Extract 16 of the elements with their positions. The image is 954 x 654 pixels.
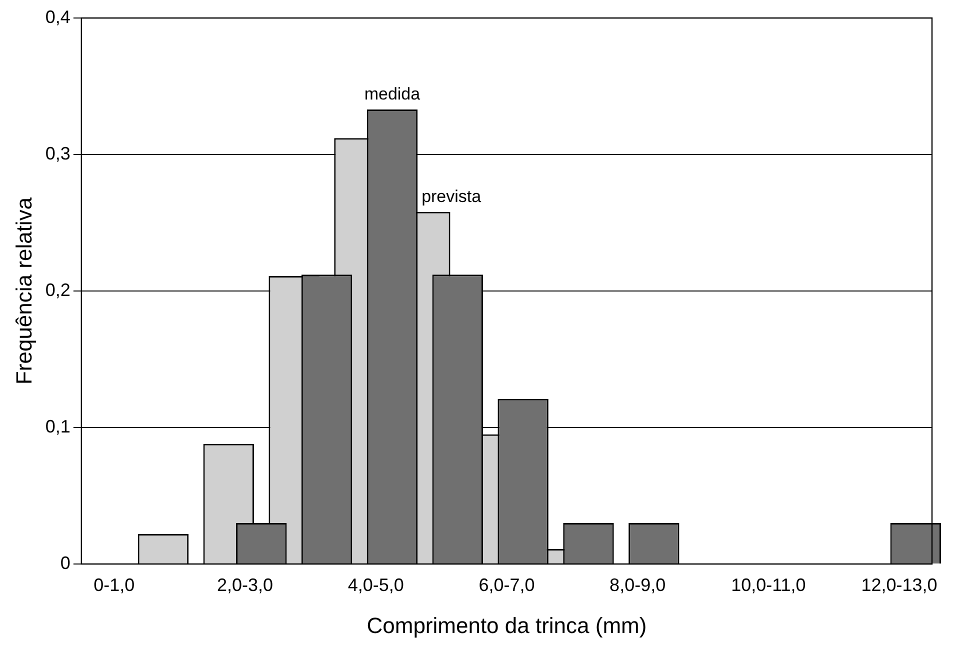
x-tick-label: 4,0-5,0 xyxy=(348,574,404,595)
x-tick-label: 10,0-11,0 xyxy=(731,574,806,595)
x-tick-label: 2,0-3,0 xyxy=(216,574,274,595)
y-tick-label: 0,3 xyxy=(45,143,70,164)
y-axis-title: Frequência relativa xyxy=(11,196,36,385)
y-tick-label: 0,1 xyxy=(45,416,70,436)
y-tick-label: 0,2 xyxy=(45,280,70,300)
x-axis-title: Comprimento da trinca (mm) xyxy=(366,612,647,638)
x-tick-label: 8,0-9,0 xyxy=(610,574,666,595)
y-tick-label: 0,4 xyxy=(45,6,70,27)
x-tick-label: 6,0-7,0 xyxy=(478,574,535,595)
series-label: medida xyxy=(364,84,421,104)
y-tick-label: 0 xyxy=(60,552,70,573)
x-tick-label: 12,0-13,0 xyxy=(861,574,938,595)
x-tick-label: 0-1,0 xyxy=(94,574,135,595)
series-label: prevista xyxy=(422,187,482,206)
